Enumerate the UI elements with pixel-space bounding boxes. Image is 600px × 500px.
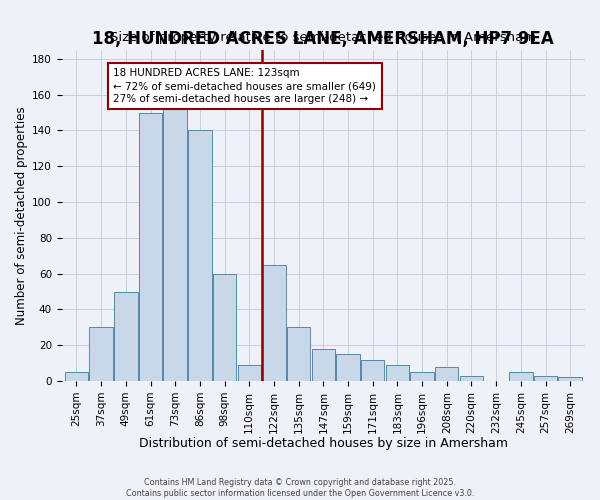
Bar [139,112,162,381]
Bar [386,365,409,381]
Bar [311,349,335,381]
Bar [509,372,533,381]
Text: Size of property relative to semi-detached houses in Amersham: Size of property relative to semi-detach… [110,31,536,44]
Bar [336,354,360,381]
Bar [262,264,286,381]
Bar [213,274,236,381]
Bar [460,376,483,381]
Title: 18, HUNDRED ACRES LANE, AMERSHAM, HP7 9EA: 18, HUNDRED ACRES LANE, AMERSHAM, HP7 9E… [92,30,554,48]
Bar [534,376,557,381]
Text: 18 HUNDRED ACRES LANE: 123sqm
← 72% of semi-detached houses are smaller (649)
27: 18 HUNDRED ACRES LANE: 123sqm ← 72% of s… [113,68,376,104]
Bar [435,366,458,381]
Bar [65,372,88,381]
Bar [238,365,261,381]
Y-axis label: Number of semi-detached properties: Number of semi-detached properties [15,106,28,325]
Text: Contains HM Land Registry data © Crown copyright and database right 2025.
Contai: Contains HM Land Registry data © Crown c… [126,478,474,498]
Bar [163,90,187,381]
Bar [410,372,434,381]
Bar [361,360,385,381]
Bar [559,378,582,381]
Bar [188,130,212,381]
Bar [89,328,113,381]
Bar [287,328,310,381]
X-axis label: Distribution of semi-detached houses by size in Amersham: Distribution of semi-detached houses by … [139,437,508,450]
Bar [114,292,137,381]
